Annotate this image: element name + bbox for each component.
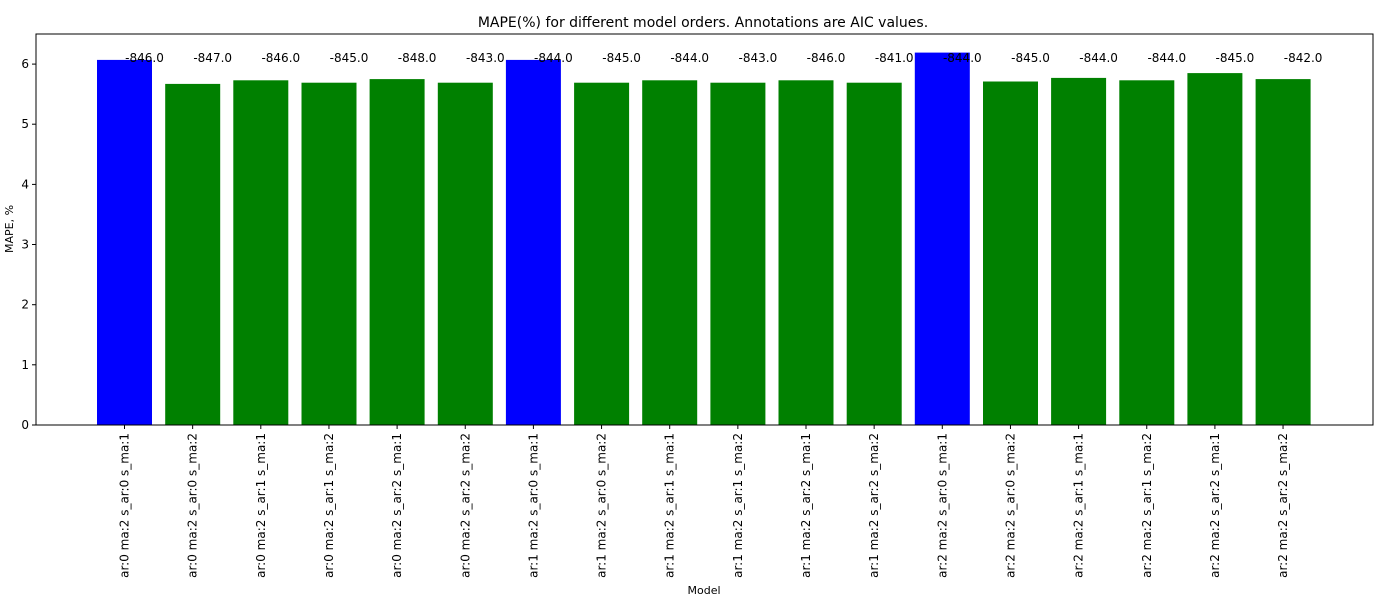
bar	[505, 59, 561, 426]
aic-annotation: -845.0	[1216, 51, 1255, 65]
aic-annotation: -844.0	[670, 51, 709, 65]
x-tick-label: ar:0 ma:2 s_ar:1 s_ma:2	[322, 433, 336, 578]
bar	[914, 52, 970, 425]
bar	[1051, 77, 1107, 426]
bars-layer	[97, 52, 1311, 426]
bar	[778, 80, 834, 426]
y-axis-label: MAPE, %	[3, 205, 16, 253]
y-tick-label: 3	[21, 238, 29, 252]
bar	[1255, 79, 1311, 425]
x-tick-label: ar:0 ma:2 s_ar:0 s_ma:1	[118, 433, 132, 578]
y-tick-label: 5	[21, 117, 29, 131]
aic-annotation: -843.0	[466, 51, 505, 65]
x-tick-label: ar:1 ma:2 s_ar:0 s_ma:2	[595, 433, 609, 578]
x-tick-label: ar:2 ma:2 s_ar:2 s_ma:1	[1208, 433, 1222, 578]
x-tick-label: ar:1 ma:2 s_ar:2 s_ma:2	[867, 433, 881, 578]
bar	[233, 80, 289, 426]
aic-annotation: -844.0	[534, 51, 573, 65]
bar	[97, 59, 152, 426]
y-tick-label: 6	[21, 57, 29, 71]
x-axis: ar:0 ma:2 s_ar:0 s_ma:1 ar:0 ma:2 s_ar:0 …	[118, 425, 1290, 578]
x-tick-label: ar:0 ma:2 s_ar:0 s_ma:2	[186, 433, 200, 578]
plot-frame	[35, 33, 1374, 426]
bar	[301, 82, 357, 425]
x-tick-label: ar:1 ma:2 s_ar:0 s_ma:1	[526, 433, 540, 578]
bar	[1119, 80, 1175, 426]
bar	[574, 82, 630, 425]
bar	[165, 83, 221, 426]
aic-annotation: -841.0	[875, 51, 914, 65]
x-tick-label: ar:0 ma:2 s_ar:1 s_ma:1	[254, 433, 268, 578]
bar	[1187, 73, 1243, 425]
x-axis-label: Model	[687, 584, 720, 597]
x-tick-label: ar:0 ma:2 s_ar:2 s_ma:2	[458, 433, 472, 578]
x-tick-label: ar:2 ma:2 s_ar:0 s_ma:1	[935, 433, 949, 578]
aic-annotation: -847.0	[193, 51, 232, 65]
aic-annotation: -845.0	[330, 51, 369, 65]
x-tick-label: ar:0 ma:2 s_ar:2 s_ma:1	[390, 433, 404, 578]
bar	[846, 82, 902, 425]
bar	[642, 80, 698, 426]
aic-annotation: -846.0	[261, 51, 300, 65]
y-tick-label: 2	[21, 298, 29, 312]
aic-annotation: -843.0	[739, 51, 778, 65]
y-axis: 0 1 2 3 4 5 6	[21, 57, 36, 432]
bar	[710, 82, 766, 425]
y-tick-label: 4	[21, 177, 29, 191]
x-tick-label: ar:1 ma:2 s_ar:2 s_ma:1	[799, 433, 813, 578]
aic-annotation: -845.0	[602, 51, 641, 65]
y-tick-label: 0	[21, 418, 29, 432]
bar	[437, 82, 493, 425]
aic-annotation: -845.0	[1011, 51, 1050, 65]
x-tick-label: ar:1 ma:2 s_ar:1 s_ma:2	[731, 433, 745, 578]
aic-annotation: -844.0	[943, 51, 982, 65]
x-tick-label: ar:2 ma:2 s_ar:1 s_ma:2	[1140, 433, 1154, 578]
y-tick-label: 1	[21, 358, 29, 372]
aic-annotation: -848.0	[398, 51, 437, 65]
annotations-layer: -846.0 -847.0 -846.0 -845.0 -848.0 -843.0 -844…	[125, 51, 1322, 65]
aic-annotation: -844.0	[1147, 51, 1186, 65]
bar	[369, 79, 425, 425]
x-tick-label: ar:2 ma:2 s_ar:2 s_ma:2	[1276, 433, 1290, 578]
aic-annotation: -844.0	[1079, 51, 1118, 65]
aic-annotation: -846.0	[807, 51, 846, 65]
aic-annotation: -842.0	[1284, 51, 1323, 65]
x-tick-label: ar:1 ma:2 s_ar:1 s_ma:1	[663, 433, 677, 578]
x-tick-label: ar:2 ma:2 s_ar:0 s_ma:2	[1003, 433, 1017, 578]
aic-annotation: -846.0	[125, 51, 164, 65]
bar	[983, 81, 1038, 425]
chart-title: MAPE(%) for different model orders. Anno…	[478, 15, 928, 31]
x-tick-label: ar:2 ma:2 s_ar:1 s_ma:1	[1072, 433, 1086, 578]
